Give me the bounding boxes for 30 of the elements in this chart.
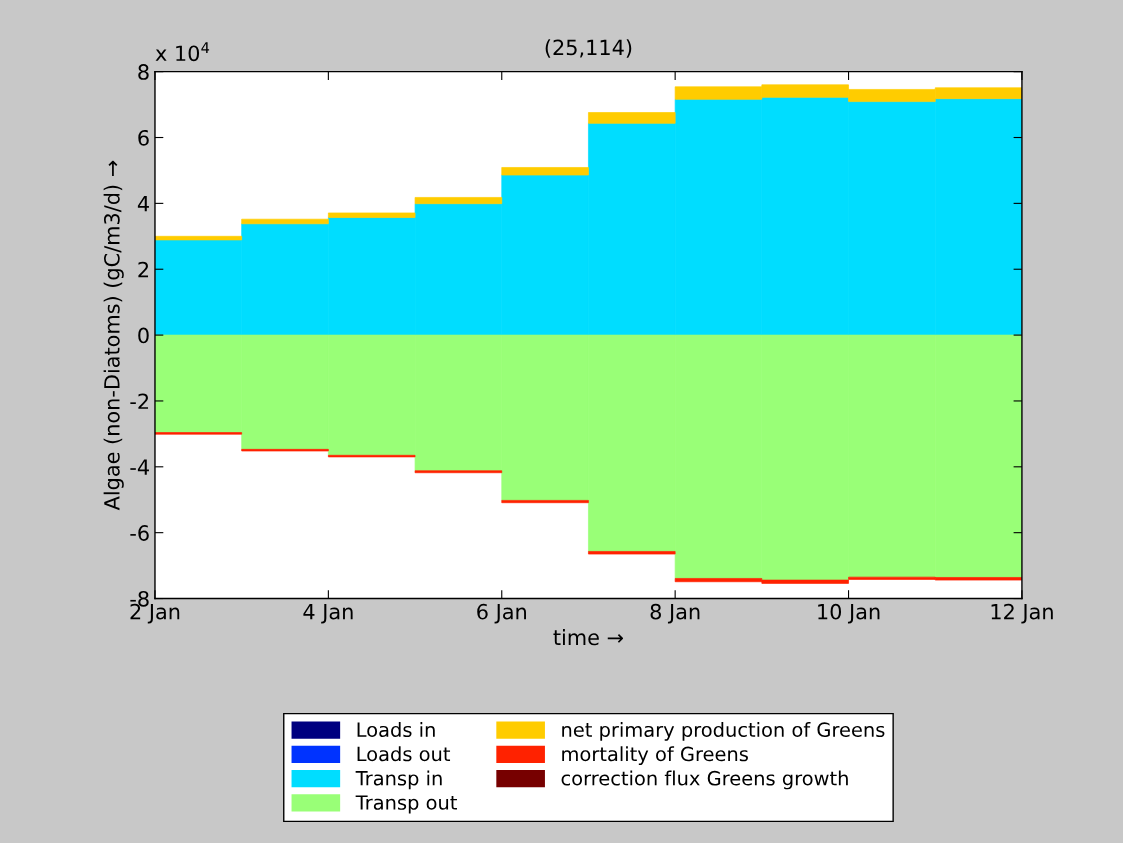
y-tick-label: 8 [138, 64, 149, 80]
y-tick-label: 6 [138, 129, 149, 146]
y-tick-label: -6 [130, 525, 149, 541]
chart-title: (25,114) [545, 39, 632, 58]
y-tick-label: -4 [130, 459, 149, 475]
y-tick-label: 2 [138, 261, 149, 278]
y-axis-title: Algae (non-Diatoms) (gC/m3/d) → [103, 160, 124, 511]
bar [414, 197, 503, 205]
legend-label: mortality of Greens [562, 746, 748, 766]
bar [501, 167, 589, 176]
legend-label: Transp out [355, 795, 457, 814]
text: x 10$^{4}$ [155, 42, 210, 62]
legend-label: net primary production of Greens [562, 721, 885, 741]
y-tick-label: 0 [138, 327, 149, 344]
x-tick-label: 6 Jan [477, 603, 526, 624]
legend-label: correction flux Greens growth [561, 770, 848, 790]
bar [588, 112, 676, 124]
bar [588, 551, 676, 555]
legend-label: Loads in [357, 721, 435, 738]
y-tick-label: 4 [137, 196, 149, 212]
y-tick-label: -2 [130, 393, 149, 409]
legend-label: Loads out [357, 746, 451, 762]
x-tick-label: 8 Jan [650, 603, 700, 624]
x-axis-title: time → [553, 629, 624, 646]
bar [501, 500, 589, 504]
x-tick-label: 12 Jan [991, 603, 1053, 624]
legend-label: Transp in [355, 770, 442, 790]
x-tick-label: 4 Jan [303, 604, 353, 624]
x-tick-label: 10 Jan [818, 603, 880, 624]
bar [154, 235, 243, 241]
